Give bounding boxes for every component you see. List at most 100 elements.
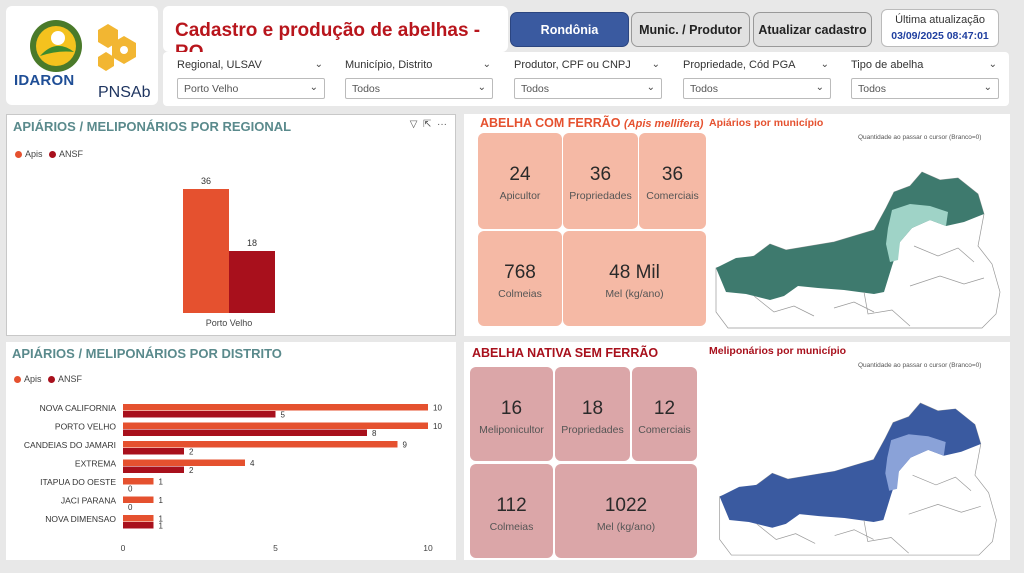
last-update-label: Última atualização [895,14,985,26]
tab-atualizar-cadastro[interactable]: Atualizar cadastro [753,12,872,47]
category-label: ITAPUA DO OESTE [40,477,116,487]
kpi-label: Mel (kg/ano) [605,288,664,300]
legend-apis-swatch [14,376,21,384]
ansf-section: ABELHA NATIVA SEM FERRÃO 16 Meliponicult… [464,342,1010,560]
legend-apis-label: Apis [25,149,43,159]
last-update-value: 03/09/2025 08:47:01 [891,30,989,42]
bar-apis [183,189,229,313]
bar-apis [123,422,428,429]
ansf-map[interactable] [714,368,1004,558]
data-label: 10 [433,404,442,413]
bar-ansf [123,522,154,529]
bar-apis [123,404,428,411]
data-label: 4 [250,459,255,468]
kpi-colmeias: 112 Colmeias [470,464,553,558]
filter-municipio-select[interactable]: Todos ⌄ [345,78,493,99]
bar-apis [123,459,245,466]
filter-produtor[interactable]: Produtor, CPF ou CNPJ ⌄ Todos ⌄ [506,56,666,100]
filter-produtor-select[interactable]: Todos ⌄ [514,78,662,99]
bar-ansf [229,251,275,313]
data-label: 0 [128,485,133,494]
x-tick-label: 5 [273,543,278,553]
kpi-value: 24 [509,164,531,185]
kpi-apicultor: 24 Apicultor [478,133,562,229]
filter-propriedade-label: Propriedade, Cód PGA [683,59,796,71]
bar-apis [123,478,154,485]
regional-bar-chart: 36 18 Porto Velho [183,176,275,328]
chevron-down-icon[interactable]: ⌄ [314,59,323,70]
kpi-label: Colmeias [489,521,534,533]
kpi-label: Propriedades [561,424,624,436]
filter-propriedade[interactable]: Propriedade, Cód PGA ⌄ Todos ⌄ [675,56,835,100]
chevron-down-icon[interactable]: ⌄ [482,59,491,70]
bar-apis [123,496,154,503]
chevron-down-icon[interactable]: ⌄ [309,82,318,93]
category-label: NOVA DIMENSAO [45,514,116,524]
regional-chart-panel[interactable]: APIÁRIOS / MELIPONÁRIOS POR REGIONAL ▽ ⇱… [6,114,456,336]
chevron-down-icon[interactable]: ⌄ [988,59,997,70]
legend-ansf-swatch [48,376,56,384]
legend-apis-swatch [15,151,22,159]
idaron-logo-icon [30,20,82,72]
data-label: 10 [433,422,442,431]
kpi-label: Comerciais [638,424,691,436]
chevron-down-icon[interactable]: ⌄ [646,82,655,93]
kpi-mel: 1022 Mel (kg/ano) [555,464,697,558]
visual-header-icons[interactable]: ▽ ⇱ ··· [410,119,447,130]
pnsab-logo-icon [98,24,136,71]
more-options-icon[interactable]: ··· [437,119,447,130]
chevron-down-icon[interactable]: ⌄ [477,82,486,93]
kpi-value: 112 [496,495,527,516]
kpi-value: 36 [589,164,612,185]
distrito-chart-panel[interactable]: APIÁRIOS / MELIPONÁRIOS POR DISTRITO Api… [6,342,456,560]
data-label: 5 [281,411,286,420]
kpi-label: Comerciais [646,190,699,202]
tab-munic-produtor[interactable]: Munic. / Produtor [631,12,750,47]
bar-ansf [123,411,276,418]
filter-tipo-abelha[interactable]: Tipo de abelha ⌄ Todos ⌄ [843,56,1003,100]
title-area: Cadastro e produção de abelhas - RO [163,6,508,63]
legend-ansf-label: ANSF [59,149,84,159]
filter-regional[interactable]: Regional, ULSAV ⌄ Porto Velho ⌄ [169,56,329,100]
chevron-down-icon[interactable]: ⌄ [983,82,992,93]
tab-rondonia[interactable]: Rondônia [510,12,629,47]
kpi-value: 36 [661,164,684,185]
filter-propriedade-select[interactable]: Todos ⌄ [683,78,831,99]
data-label: 8 [372,429,377,438]
kpi-label: Meliponicultor [479,424,544,436]
apis-map[interactable] [714,136,1004,331]
data-label: 18 [247,238,257,248]
filter-regional-select[interactable]: Porto Velho ⌄ [177,78,325,99]
focus-mode-icon[interactable]: ⇱ [423,119,432,130]
filter-municipio[interactable]: Município, Distrito ⌄ Todos ⌄ [337,56,497,100]
kpi-colmeias: 768 Colmeias [478,231,562,326]
bar-apis [123,515,154,522]
apis-section: ABELHA COM FERRÃO (Apis mellifera) 24 Ap… [464,114,1010,336]
kpi-value: 12 [653,398,676,419]
chevron-down-icon[interactable]: ⌄ [815,82,824,93]
kpi-value: 18 [581,398,604,419]
bar-ansf [123,466,184,473]
idaron-logo-text: IDARON [14,72,75,89]
data-label: 0 [128,503,133,512]
filter-municipio-label: Município, Distrito [345,59,433,71]
last-update-card: Última atualização 03/09/2025 08:47:01 [881,9,999,47]
kpi-label: Apicultor [499,190,541,202]
pnsab-logo-text: PNSAb [98,84,151,101]
kpi-propriedades: 36 Propriedades [563,133,638,229]
data-label: 36 [201,176,211,186]
filter-municipio-value: Todos [352,83,381,95]
filter-tipo-abelha-select[interactable]: Todos ⌄ [851,78,999,99]
x-tick-label: 0 [121,543,126,553]
legend-apis-label: Apis [24,374,42,384]
chevron-down-icon[interactable]: ⌄ [651,59,660,70]
ansf-map-hint: Quantidade ao passar o cursor (Branco=0) [858,362,982,369]
filter-produtor-label: Produtor, CPF ou CNPJ [514,59,631,71]
apis-map-hint: Quantidade ao passar o cursor (Branco=0) [858,134,982,141]
filter-icon[interactable]: ▽ [409,119,418,130]
kpi-mel: 48 Mil Mel (kg/ano) [563,231,706,326]
logo-area: IDARON PNSAb [6,6,158,105]
chevron-down-icon[interactable]: ⌄ [820,59,829,70]
category-label: CANDEIAS DO JAMARI [24,440,116,450]
category-label: EXTREMA [75,459,116,469]
